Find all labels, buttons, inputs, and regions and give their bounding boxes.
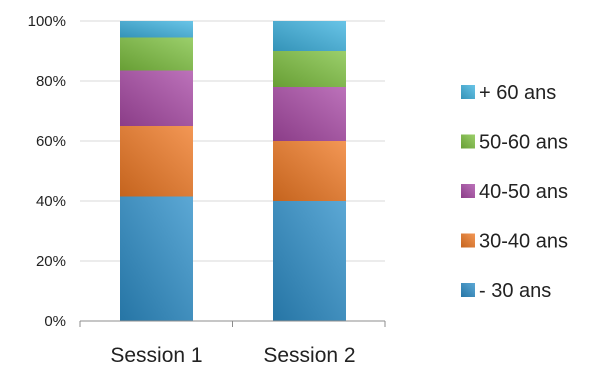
bar-segment-1-5 xyxy=(120,21,193,38)
y-tick-label: 40% xyxy=(36,193,66,210)
legend: + 60 ans 50-60 ans 40-50 ans 30-40 ans - 30 … xyxy=(461,82,568,302)
legend-item: + 60 ans xyxy=(461,82,556,104)
bar-segment-1-1 xyxy=(120,196,193,321)
y-tick-label: 0% xyxy=(44,313,66,330)
legend-swatch xyxy=(461,233,475,248)
bar-segment-2-4 xyxy=(273,51,346,87)
y-tick-label: 20% xyxy=(36,253,66,270)
legend-swatch xyxy=(461,85,475,99)
bars xyxy=(120,21,346,321)
bar-segment-1-3 xyxy=(120,70,193,126)
legend-item: 30-40 ans xyxy=(461,231,568,253)
legend-label: 40-50 ans xyxy=(479,181,568,203)
legend-label: + 60 ans xyxy=(479,82,556,104)
legend-item: - 30 ans xyxy=(461,280,551,302)
legend-item: 50-60 ans xyxy=(461,132,568,154)
x-category-label: Session 2 xyxy=(263,344,355,367)
legend-swatch xyxy=(461,283,475,297)
bar-segment-1-2 xyxy=(120,126,193,197)
legend-label: 30-40 ans xyxy=(479,231,568,253)
bar-segment-2-3 xyxy=(273,87,346,141)
legend-label: - 30 ans xyxy=(479,280,551,302)
legend-label: 50-60 ans xyxy=(479,132,568,154)
y-axis-ticks: 0% 20% 40% 60% 80% 100% xyxy=(28,13,66,330)
x-axis xyxy=(79,320,386,327)
y-tick-label: 60% xyxy=(36,133,66,150)
bar-segment-2-1 xyxy=(273,201,346,321)
bar-segment-2-5 xyxy=(273,21,346,51)
legend-swatch xyxy=(461,134,475,149)
legend-item: 40-50 ans xyxy=(461,181,568,203)
bar-segment-1-4 xyxy=(120,37,193,71)
y-tick-label: 100% xyxy=(28,13,66,30)
x-category-label: Session 1 xyxy=(110,344,202,367)
y-tick-label: 80% xyxy=(36,73,66,90)
x-axis-labels: Session 1 Session 2 xyxy=(110,344,355,367)
bar-segment-2-2 xyxy=(273,141,346,201)
legend-swatch xyxy=(461,184,475,198)
